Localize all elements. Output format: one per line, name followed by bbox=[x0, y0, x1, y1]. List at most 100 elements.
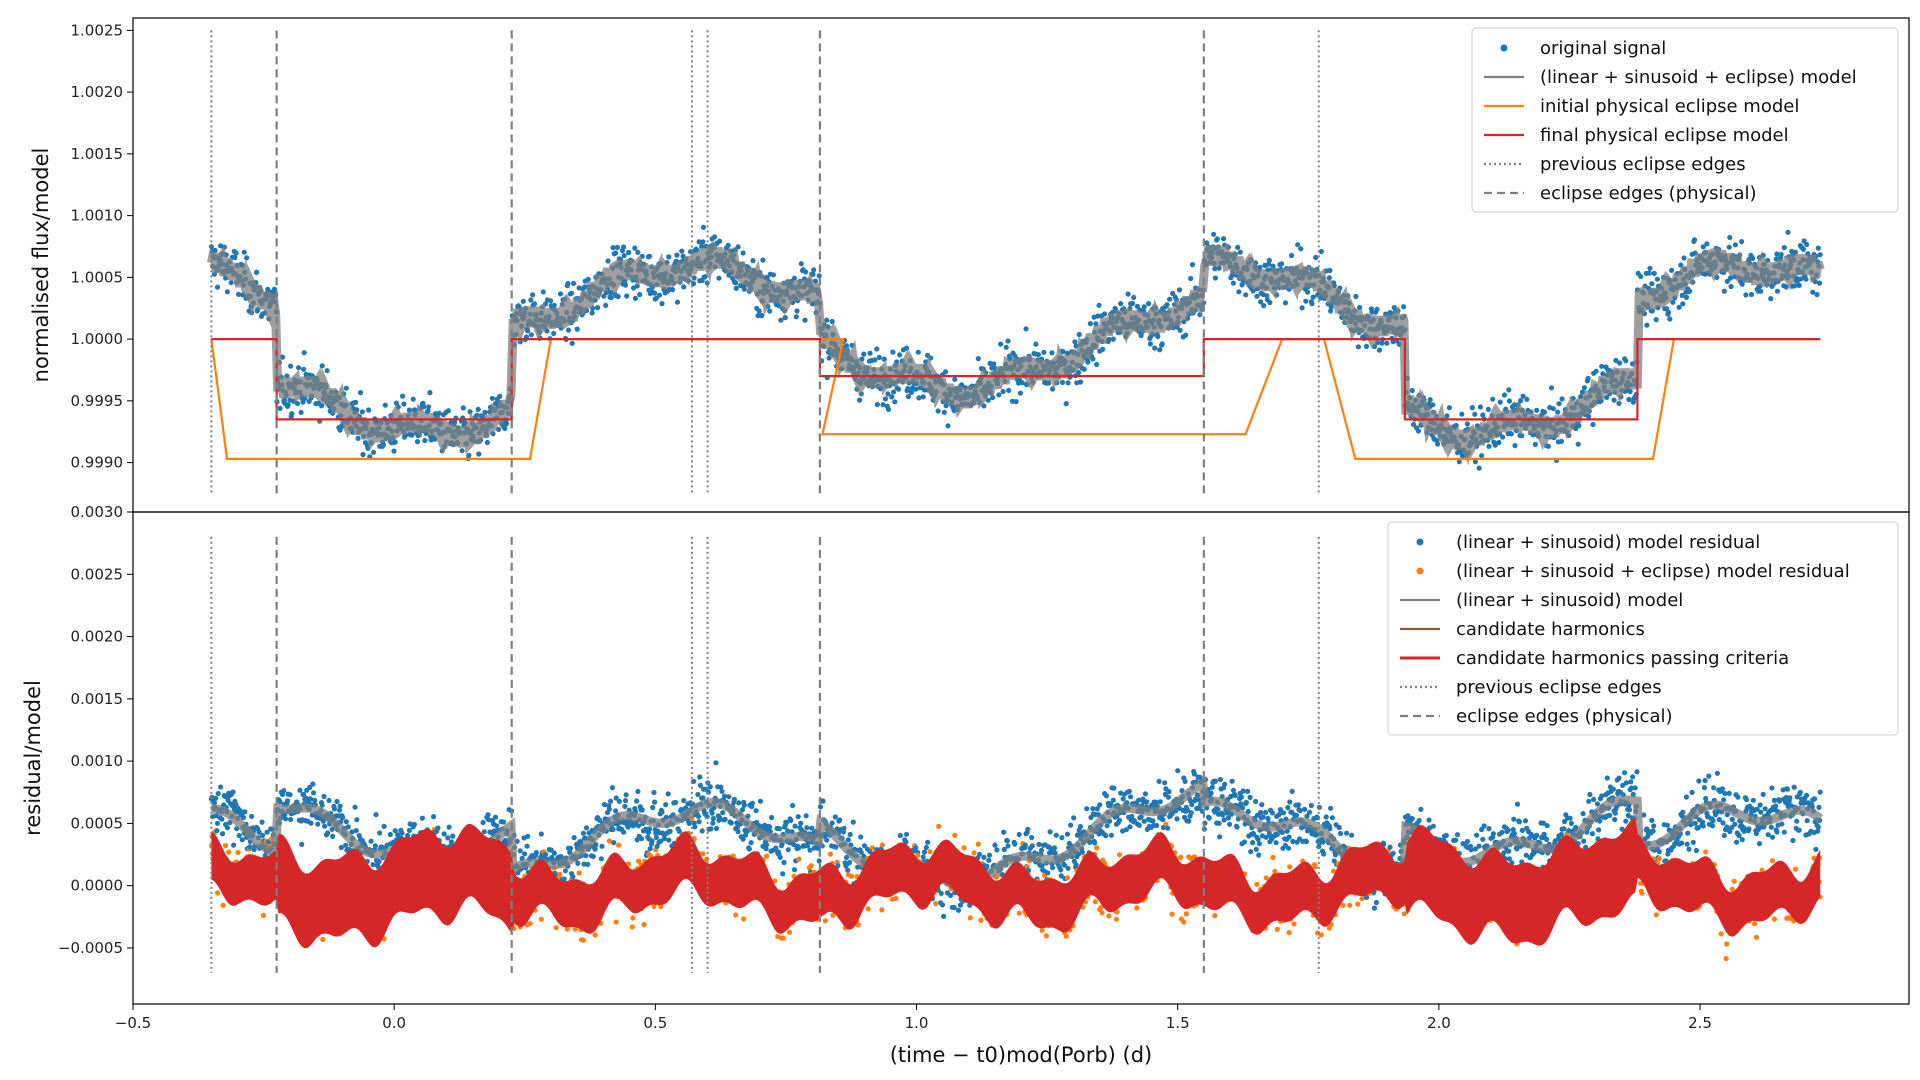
original-signal-point bbox=[366, 407, 372, 413]
original-signal-point bbox=[1817, 280, 1823, 286]
original-signal-point bbox=[357, 390, 364, 396]
linear-sinusoid-eclipse-residual-point bbox=[557, 871, 563, 877]
linear-sinusoid-residual-point bbox=[570, 874, 576, 880]
linear-sinusoid-residual-point bbox=[855, 864, 861, 870]
linear-sinusoid-eclipse-residual-point bbox=[641, 922, 647, 928]
linear-sinusoid-residual-point bbox=[307, 784, 313, 791]
linear-sinusoid-residual-point bbox=[338, 844, 344, 851]
original-signal-point bbox=[1613, 357, 1619, 364]
original-signal-point bbox=[733, 285, 739, 291]
linear-sinusoid-residual-point bbox=[721, 793, 728, 799]
linear-sinusoid-residual-point bbox=[707, 784, 713, 790]
original-signal-point bbox=[816, 273, 822, 279]
original-signal-point bbox=[1005, 338, 1011, 344]
original-signal-point bbox=[1558, 438, 1564, 444]
original-signal-point bbox=[778, 317, 784, 323]
original-signal-point bbox=[1266, 257, 1272, 264]
original-signal-point bbox=[1212, 266, 1218, 272]
original-signal-point bbox=[905, 393, 912, 400]
linear-sinusoid-residual-point bbox=[720, 810, 726, 816]
linear-sinusoid-residual-point bbox=[616, 798, 622, 804]
linear-sinusoid-residual-point bbox=[673, 799, 679, 806]
original-signal-point bbox=[382, 402, 388, 408]
original-signal-point bbox=[1177, 327, 1183, 333]
linear-sinusoid-residual-point bbox=[419, 815, 425, 821]
linear-sinusoid-residual-point bbox=[260, 832, 266, 839]
original-signal-point bbox=[565, 327, 572, 333]
original-signal-point bbox=[1131, 294, 1137, 301]
original-signal-point bbox=[445, 408, 451, 414]
linear-sinusoid-residual-point bbox=[211, 800, 217, 806]
linear-sinusoid-residual-point bbox=[321, 793, 327, 800]
linear-sinusoid-residual-point bbox=[448, 839, 455, 845]
linear-sinusoid-residual-point bbox=[941, 913, 947, 920]
original-signal-point bbox=[1106, 336, 1112, 343]
linear-sinusoid-residual-point bbox=[867, 849, 873, 855]
linear-sinusoid-residual-point bbox=[441, 831, 447, 837]
original-signal-point bbox=[360, 451, 366, 458]
linear-sinusoid-residual-point bbox=[592, 846, 598, 852]
original-signal-point bbox=[1545, 443, 1551, 449]
linear-sinusoid-eclipse-residual-point bbox=[927, 849, 933, 855]
original-signal-point bbox=[1076, 369, 1082, 376]
original-signal-point bbox=[1739, 239, 1745, 245]
linear-sinusoid-residual-point bbox=[411, 821, 417, 828]
original-signal-point bbox=[504, 421, 510, 427]
original-signal-point bbox=[791, 275, 798, 281]
original-signal-point bbox=[1679, 292, 1685, 298]
original-signal-point bbox=[991, 361, 997, 367]
original-signal-point bbox=[1626, 396, 1632, 403]
original-signal-point bbox=[876, 354, 882, 360]
original-signal-point bbox=[1189, 262, 1196, 268]
original-signal-point bbox=[1810, 289, 1816, 295]
original-signal-point bbox=[393, 400, 399, 406]
original-signal-point bbox=[1524, 396, 1530, 402]
original-signal-point bbox=[998, 341, 1004, 347]
original-signal-point bbox=[1721, 288, 1727, 294]
original-signal-point bbox=[1653, 317, 1659, 323]
original-signal-point bbox=[277, 405, 283, 411]
original-signal-point bbox=[228, 280, 234, 286]
linear-sinusoid-residual-point bbox=[746, 846, 752, 852]
original-signal-point bbox=[1486, 443, 1492, 449]
linear-sinusoid-eclipse-residual-point bbox=[658, 904, 664, 910]
linear-sinusoid-residual-point bbox=[650, 804, 656, 811]
original-signal-point bbox=[1647, 265, 1653, 271]
original-signal-point bbox=[244, 255, 250, 261]
linear-sinusoid-eclipse-residual-point bbox=[226, 849, 232, 855]
linear-sinusoid-residual-point bbox=[777, 826, 783, 832]
original-signal-point bbox=[1506, 398, 1512, 404]
original-signal-point bbox=[1289, 252, 1295, 259]
linear-sinusoid-residual-point bbox=[783, 820, 790, 826]
original-signal-point bbox=[324, 368, 330, 374]
original-signal-point bbox=[699, 243, 705, 249]
original-signal-point bbox=[1743, 292, 1749, 298]
linear-sinusoid-residual-point bbox=[435, 825, 441, 831]
original-signal-point bbox=[1444, 413, 1450, 419]
original-signal-point bbox=[544, 328, 550, 334]
original-signal-point bbox=[674, 299, 681, 305]
original-signal-point bbox=[459, 448, 465, 454]
original-signal-point bbox=[1817, 252, 1823, 258]
original-signal-point bbox=[1006, 387, 1012, 393]
original-signal-point bbox=[1063, 401, 1069, 407]
linear-sinusoid-eclipse-residual-point bbox=[933, 901, 939, 907]
original-signal-point bbox=[1019, 380, 1025, 386]
linear-sinusoid-residual-point bbox=[492, 814, 499, 820]
linear-sinusoid-residual-point bbox=[780, 871, 786, 877]
linear-sinusoid-residual-point bbox=[481, 829, 487, 835]
linear-sinusoid-residual-point bbox=[372, 843, 378, 849]
original-signal-point bbox=[1727, 234, 1733, 241]
linear-sinusoid-residual-point bbox=[739, 807, 746, 813]
original-signal-point bbox=[1299, 305, 1305, 311]
original-signal-point bbox=[289, 411, 295, 417]
original-signal-point bbox=[867, 350, 873, 356]
original-signal-point bbox=[794, 308, 800, 314]
bottom-panel-plot-area bbox=[208, 536, 1824, 973]
original-signal-point bbox=[1758, 288, 1764, 294]
linear-sinusoid-eclipse-residual-point bbox=[635, 858, 642, 864]
original-signal-point bbox=[1254, 293, 1260, 299]
original-signal-point bbox=[608, 295, 614, 301]
linear-sinusoid-residual-point bbox=[686, 820, 692, 827]
